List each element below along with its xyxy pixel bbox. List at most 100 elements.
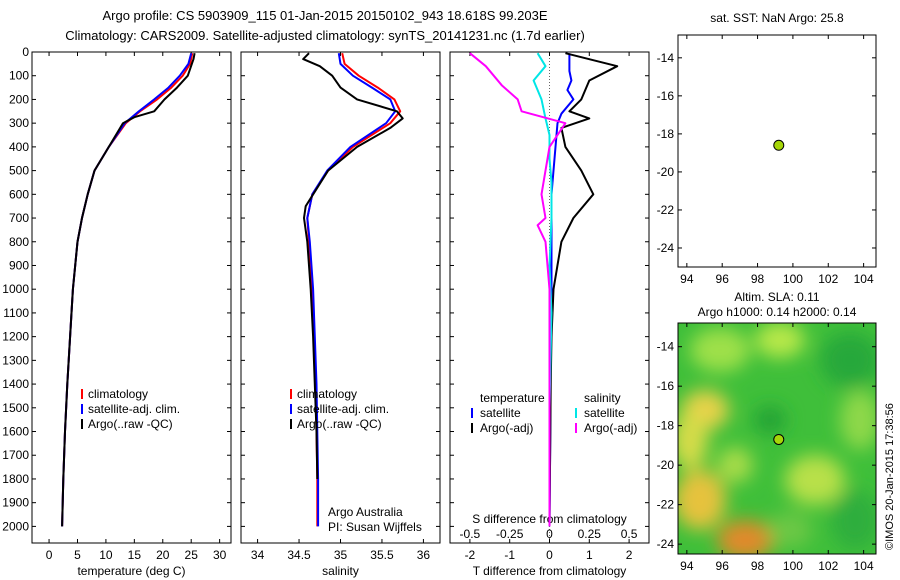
- sst-map-xtick-label: 96: [716, 272, 730, 286]
- pressure-tick-label: 1900: [2, 496, 29, 510]
- sla-map-ytick-label: -18: [657, 419, 675, 433]
- differences-xtick-label: 2: [626, 548, 633, 562]
- salinity-legend-label: climatology: [297, 387, 357, 401]
- salinity-diff-tick-label: 0: [546, 527, 553, 541]
- salinity-xtick-label: 36: [417, 548, 431, 562]
- pressure-tick-label: 900: [9, 258, 29, 272]
- sla-map-frame: [677, 322, 877, 555]
- sla-map-subtitle: Argo h1000: 0.14 h2000: 0.14: [698, 305, 857, 319]
- temperature-frame: [31, 51, 232, 544]
- temperature-series-climatology: [61, 52, 194, 527]
- salinity-xtick-label: 34.5: [287, 548, 311, 562]
- sst-map-ytick-label: -20: [657, 165, 675, 179]
- differences-legend-title-temperature: temperature: [480, 391, 545, 405]
- temperature-xtick-label: 25: [185, 548, 199, 562]
- differences-legend-title-salinity: salinity: [584, 391, 621, 405]
- salinity-annotation: PI: Susan Wijffels: [328, 520, 422, 534]
- sla-map-xtick-label: 96: [716, 559, 730, 573]
- pressure-tick-label: 1500: [2, 401, 29, 415]
- sst-map-ytick-label: -18: [657, 127, 675, 141]
- sla-map-xtick-label: 102: [818, 559, 838, 573]
- salinity-legend-label: satellite-adj. clim.: [297, 402, 389, 416]
- differences-series-t-argo: [548, 52, 619, 527]
- sla-map-ytick-label: -20: [657, 458, 675, 472]
- sla-map-xtick-label: 98: [751, 559, 765, 573]
- sst-map-ytick-label: -14: [657, 51, 675, 65]
- sla-map-ytick-label: -24: [657, 537, 675, 551]
- differences-legend-label: satellite: [480, 406, 521, 420]
- temperature-xtick-label: 20: [156, 548, 170, 562]
- differences-series-s-satellite: [532, 52, 553, 527]
- differences-series-s-argo: [469, 52, 567, 527]
- differences-xtick-label: 0: [546, 548, 553, 562]
- salinity-annotation: Argo Australia: [328, 505, 403, 519]
- sla-map-ytick-label: -16: [657, 379, 675, 393]
- sla-heatmap: [678, 323, 876, 554]
- salinity-diff-tick-label: -0.25: [496, 527, 524, 541]
- sst-map-argo-point: [773, 139, 785, 151]
- salinity-series-satellite: [306, 53, 397, 527]
- salinity-series-argo: [302, 52, 404, 480]
- sla-map-xtick-label: 100: [783, 559, 803, 573]
- salinity-xtick-label: 35.5: [370, 548, 394, 562]
- sst-map-xtick-label: 102: [818, 272, 838, 286]
- pressure-tick-label: 0: [22, 45, 29, 59]
- temperature-xtick-label: 10: [99, 548, 113, 562]
- salinity-frame: [240, 51, 441, 544]
- pressure-tick-label: 100: [9, 69, 29, 83]
- sla-map-ytick-label: -22: [657, 498, 675, 512]
- salinity-diff-tick-label: -0.5: [460, 527, 481, 541]
- pressure-tick-label: 2000: [2, 519, 29, 533]
- salinity-diff-tick-label: 0.25: [578, 527, 602, 541]
- sla-map-argo-point: [773, 433, 785, 445]
- differences-legend-label: Argo(-adj): [584, 421, 637, 435]
- differences-legend-label: satellite: [584, 406, 625, 420]
- pressure-tick-label: 1000: [2, 282, 29, 296]
- differences-xtick-label: -1: [504, 548, 515, 562]
- pressure-tick-label: 500: [9, 164, 29, 178]
- pressure-tick-label: 1400: [2, 377, 29, 391]
- pressure-tick-label: 1100: [3, 306, 29, 320]
- chart-title-line-2: Climatology: CARS2009. Satellite-adjuste…: [65, 28, 585, 43]
- pressure-tick-label: 300: [9, 116, 29, 130]
- temperature-legend-label: satellite-adj. clim.: [88, 402, 180, 416]
- pressure-tick-label: 1300: [2, 353, 29, 367]
- sla-map-ytick-label: -14: [657, 340, 675, 354]
- pressure-tick-label: 600: [9, 187, 29, 201]
- temperature-xtick-label: 5: [74, 548, 81, 562]
- sst-map-xtick-label: 100: [783, 272, 803, 286]
- pressure-tick-label: 1200: [2, 330, 29, 344]
- sst-map-frame: [677, 34, 877, 268]
- pressure-tick-label: 1700: [2, 448, 29, 462]
- pressure-tick-label: 1600: [2, 425, 29, 439]
- temperature-series-satellite: [61, 52, 193, 527]
- sst-map-ytick-label: -22: [657, 203, 675, 217]
- differences-xtick-label: -2: [465, 548, 476, 562]
- sst-map-ytick-label: -24: [657, 241, 675, 255]
- temperature-xtick-label: 15: [128, 548, 142, 562]
- pressure-tick-label: 700: [9, 211, 29, 225]
- pressure-tick-label: 800: [9, 235, 29, 249]
- sst-map-xtick-label: 94: [680, 272, 694, 286]
- sla-map-xtick-label: 94: [680, 559, 694, 573]
- sst-map-title: sat. SST: NaN Argo: 25.8: [710, 11, 844, 25]
- sst-map-ytick-label: -16: [657, 89, 675, 103]
- temperature-series-argo: [61, 53, 196, 527]
- sst-map-xtick-label: 98: [751, 272, 765, 286]
- salinity-xlabel: salinity: [322, 564, 359, 578]
- differences-xlabel: T difference from climatology: [473, 564, 627, 578]
- sla-map-xtick-label: 104: [854, 559, 874, 573]
- temperature-legend-label: climatology: [88, 387, 148, 401]
- chart-title-line-1: Argo profile: CS 5903909_115 01-Jan-2015…: [102, 8, 548, 23]
- temperature-xtick-label: 0: [46, 548, 53, 562]
- salinity-legend-label: Argo(..raw -QC): [297, 417, 382, 431]
- imos-credit: ©IMOS 20-Jan-2015 17:38:56: [884, 403, 896, 550]
- sla-map-title: Altim. SLA: 0.11: [734, 290, 819, 304]
- salinity-xtick-label: 35: [334, 548, 348, 562]
- pressure-tick-label: 400: [9, 140, 29, 154]
- temperature-legend-label: Argo(..raw -QC): [88, 417, 173, 431]
- pressure-tick-label: 1800: [2, 472, 29, 486]
- differences-legend-label: Argo(-adj): [480, 421, 533, 435]
- salinity-xtick-label: 34: [251, 548, 265, 562]
